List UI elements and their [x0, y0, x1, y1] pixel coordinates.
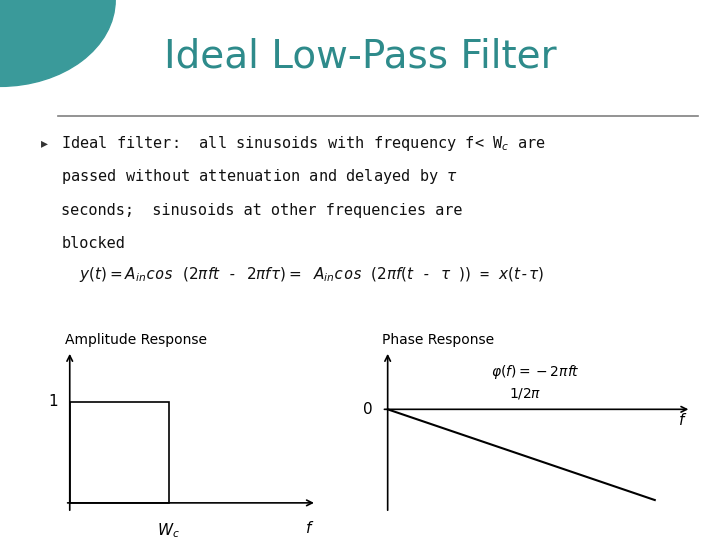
Circle shape: [0, 0, 115, 86]
Text: f: f: [679, 413, 684, 428]
Text: f: f: [306, 521, 312, 536]
Text: $W_c$: $W_c$: [157, 521, 180, 540]
Text: Ideal filter:  all sinusoids with frequency f< W$_c$ are: Ideal filter: all sinusoids with frequen…: [61, 133, 546, 153]
Text: 0: 0: [364, 402, 373, 417]
Text: Ideal Low-Pass Filter: Ideal Low-Pass Filter: [163, 38, 557, 76]
Bar: [70, 402, 168, 503]
Text: Amplitude Response: Amplitude Response: [65, 333, 207, 347]
Text: ▸: ▸: [41, 136, 48, 150]
Text: Phase Response: Phase Response: [382, 333, 494, 347]
Text: seconds;  sinusoids at other frequencies are: seconds; sinusoids at other frequencies …: [61, 202, 463, 218]
Text: $\varphi(f) = -2\pi ft$: $\varphi(f) = -2\pi ft$: [491, 363, 580, 381]
Text: blocked: blocked: [61, 236, 125, 251]
Text: $1/ 2\pi$: $1/ 2\pi$: [509, 386, 541, 401]
Text: $y(t)=A_{in}$cos $(2\pi ft$ - $2\pi f\tau)=$ $A_{in}$cos $(2\pi f(t$ - $\tau$ $): $y(t)=A_{in}$cos $(2\pi ft$ - $2\pi f\ta…: [61, 265, 544, 284]
Text: passed without attenuation and delayed by $\tau$: passed without attenuation and delayed b…: [61, 167, 458, 186]
Text: 1: 1: [48, 394, 58, 409]
